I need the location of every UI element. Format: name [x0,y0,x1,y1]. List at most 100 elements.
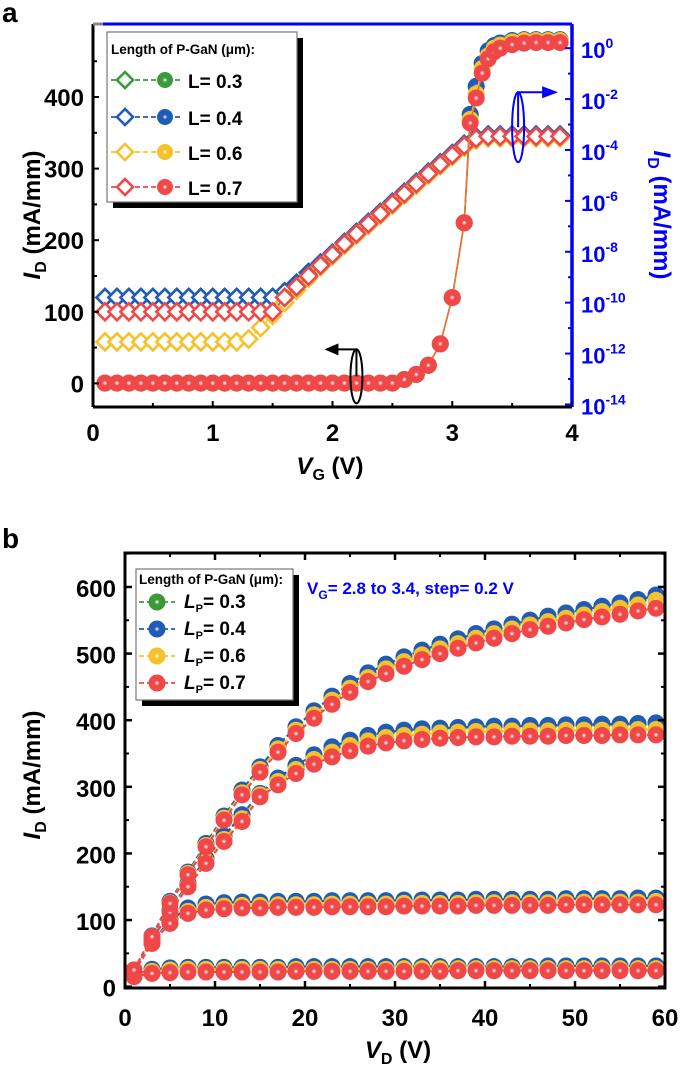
legend-diamond-icon [115,177,135,197]
tick-base: 10 [581,242,605,267]
x-tick-label: 20 [292,1005,319,1032]
data-point [647,599,665,617]
right-tick-label: 10-10 [581,290,626,318]
data-point [287,764,305,782]
y-tick-label: 600 [76,576,116,603]
circle-point [312,374,330,392]
panel-b-y-axis-title: ID (mA/mm) [19,711,50,840]
legend-label-l: L [184,673,196,694]
circle-point [443,289,461,307]
data-point [359,737,377,755]
data-point [269,743,287,761]
legend-item: LP= 0.4 [139,619,246,642]
data-point [269,963,287,981]
data-point [233,899,251,917]
data-point [143,964,161,982]
data-point [341,683,359,701]
data-point [557,727,575,745]
circle-point [359,374,377,392]
series-3 [125,599,665,986]
data-point [197,838,215,856]
data-point [539,617,557,635]
data-point [323,898,341,916]
circle-point [108,374,126,392]
x-tick-label: 0 [86,420,99,447]
data-point [359,898,377,916]
x-tick-label: 1 [206,420,219,447]
data-point [611,962,629,980]
left-arrow-line [334,348,358,377]
data-point [233,963,251,981]
data-point [593,608,611,626]
data-point [233,786,251,804]
data-point [593,727,611,745]
data-point [503,962,521,980]
panel-a-marks [94,31,571,405]
data-point [395,657,413,675]
curve-vg-2.8 [125,962,665,986]
legend-label: LP= 0.3 [184,592,246,615]
right-tick-label: 10-14 [581,391,626,419]
tick-base: 10 [581,293,605,318]
circle-point [300,374,318,392]
data-point [359,962,377,980]
data-point [395,897,413,915]
diamond-point [262,301,283,323]
legend-label-value: = 0.3 [203,592,246,613]
data-point [485,896,503,914]
diamond-point [250,317,271,338]
data-point [377,665,395,683]
data-point [395,962,413,980]
tick-exponent: -4 [605,137,618,153]
tick-exponent: -12 [605,341,625,357]
legend-item: LP= 0.3 [139,592,246,615]
panel-a-chart: 0 1 2 3 4010020030040010010-210-410-610-810-… [19,22,675,484]
x-tick-label: 60 [652,1005,679,1032]
data-point [269,898,287,916]
circle-point [515,34,533,52]
circle-point [120,374,138,392]
data-point [287,962,305,980]
legend-item: L= 0.4 [111,107,243,130]
legend-diamond-icon [115,70,135,90]
data-point [431,962,449,980]
legend-label: LP= 0.7 [184,673,246,696]
legend-label-sub: P [196,657,203,669]
circle-point [371,374,389,392]
data-point [521,896,539,914]
legend-circle-icon [148,647,166,665]
data-point [413,651,431,669]
data-point [611,896,629,914]
legend-circle-icon [157,179,173,195]
panel-a-legend: Length of P-GaN (μm): L= 0.3 L= 0.4 L= 0.6… [106,31,303,208]
x-tick-label: 3 [446,420,459,447]
y-tick-label: 500 [76,643,116,670]
data-point [467,728,485,746]
right-tick-label: 10-6 [581,188,618,216]
data-point [557,962,575,980]
diamond-point [382,193,403,215]
data-point [449,897,467,915]
legend-item: LP= 0.7 [139,673,246,696]
data-point [647,962,665,980]
legend-label-value: = 0.4 [203,619,246,640]
right-arrow-line [517,91,547,128]
legend-item: L= 0.7 [111,177,242,200]
y-tick-label: 300 [76,776,116,803]
diamond-point [322,244,343,265]
panel-label-b: b [2,523,19,554]
log-series-3 [96,34,569,392]
data-point [197,963,215,981]
legend-label-sub: P [196,684,203,696]
right-tick-label: 10-12 [581,341,626,369]
legend-diamond-icon [115,142,135,162]
data-point [305,962,323,980]
legend-label-l: L [184,592,196,613]
data-point [539,727,557,745]
data-point [197,901,215,919]
data-point [611,726,629,744]
legend-label-l: L [184,646,196,667]
legend-circle-icon [148,593,166,611]
data-point [215,900,233,918]
